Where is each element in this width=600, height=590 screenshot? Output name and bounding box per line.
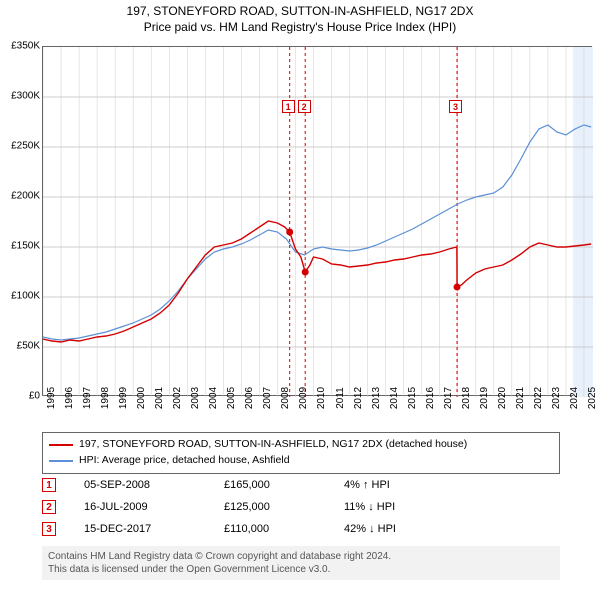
x-tick-label: 2020 <box>497 387 508 409</box>
event-row-1: 1 05-SEP-2008 £165,000 4% ↑ HPI <box>42 474 560 496</box>
x-tick-label: 2010 <box>316 387 327 409</box>
event-num-2: 2 <box>42 500 56 514</box>
legend-label-blue: HPI: Average price, detached house, Ashf… <box>79 453 290 469</box>
x-tick-label: 2022 <box>533 387 544 409</box>
x-tick-label: 2016 <box>425 387 436 409</box>
title-block: 197, STONEYFORD ROAD, SUTTON-IN-ASHFIELD… <box>0 0 600 37</box>
event-pct-2: 11% ↓ HPI <box>344 501 464 513</box>
event-num-1: 1 <box>42 478 56 492</box>
chart-container: 197, STONEYFORD ROAD, SUTTON-IN-ASHFIELD… <box>0 0 600 590</box>
footer-line-1: Contains HM Land Registry data © Crown c… <box>48 550 554 563</box>
x-tick-label: 1995 <box>46 387 57 409</box>
title-line-2: Price paid vs. HM Land Registry's House … <box>0 20 600 36</box>
legend-row-red: 197, STONEYFORD ROAD, SUTTON-IN-ASHFIELD… <box>49 437 553 453</box>
legend-swatch-blue <box>49 460 73 462</box>
x-tick-label: 1997 <box>82 387 93 409</box>
event-price-3: £110,000 <box>224 523 344 535</box>
y-tick-label: £300K <box>2 91 40 102</box>
x-tick-label: 2008 <box>280 387 291 409</box>
event-date-1: 05-SEP-2008 <box>84 479 224 491</box>
x-tick-label: 1998 <box>100 387 111 409</box>
event-marker-box: 1 <box>282 100 295 113</box>
x-tick-label: 2002 <box>172 387 183 409</box>
x-tick-label: 2019 <box>479 387 490 409</box>
event-date-3: 15-DEC-2017 <box>84 523 224 535</box>
events-table: 1 05-SEP-2008 £165,000 4% ↑ HPI 2 16-JUL… <box>42 474 560 540</box>
event-marker-box: 3 <box>449 100 462 113</box>
event-pct-3: 42% ↓ HPI <box>344 523 464 535</box>
y-tick-label: £100K <box>2 291 40 302</box>
x-tick-label: 2009 <box>298 387 309 409</box>
x-tick-label: 2000 <box>136 387 147 409</box>
legend-box: 197, STONEYFORD ROAD, SUTTON-IN-ASHFIELD… <box>42 432 560 474</box>
legend-label-red: 197, STONEYFORD ROAD, SUTTON-IN-ASHFIELD… <box>79 437 467 453</box>
x-tick-label: 2007 <box>262 387 273 409</box>
title-line-1: 197, STONEYFORD ROAD, SUTTON-IN-ASHFIELD… <box>0 4 600 20</box>
chart-svg <box>43 47 593 397</box>
legend-swatch-red <box>49 444 73 446</box>
y-tick-label: £50K <box>2 341 40 352</box>
event-price-1: £165,000 <box>224 479 344 491</box>
x-tick-label: 1999 <box>118 387 129 409</box>
y-tick-label: £250K <box>2 141 40 152</box>
y-tick-label: £350K <box>2 41 40 52</box>
event-price-2: £125,000 <box>224 501 344 513</box>
x-tick-label: 2012 <box>353 387 364 409</box>
x-tick-label: 2004 <box>208 387 219 409</box>
x-tick-label: 2005 <box>226 387 237 409</box>
event-row-2: 2 16-JUL-2009 £125,000 11% ↓ HPI <box>42 496 560 518</box>
x-tick-label: 2006 <box>244 387 255 409</box>
x-tick-label: 2015 <box>407 387 418 409</box>
x-tick-label: 2024 <box>569 387 580 409</box>
event-row-3: 3 15-DEC-2017 £110,000 42% ↓ HPI <box>42 518 560 540</box>
x-tick-label: 2001 <box>154 387 165 409</box>
x-tick-label: 1996 <box>64 387 75 409</box>
event-num-3: 3 <box>42 522 56 536</box>
x-tick-label: 2023 <box>551 387 562 409</box>
chart-plot-area <box>42 46 592 396</box>
x-tick-label: 2021 <box>515 387 526 409</box>
x-tick-label: 2003 <box>190 387 201 409</box>
x-tick-label: 2013 <box>371 387 382 409</box>
event-pct-1: 4% ↑ HPI <box>344 479 464 491</box>
x-tick-label: 2025 <box>587 387 598 409</box>
footer-line-2: This data is licensed under the Open Gov… <box>48 563 554 576</box>
event-date-2: 16-JUL-2009 <box>84 501 224 513</box>
y-tick-label: £150K <box>2 241 40 252</box>
legend-row-blue: HPI: Average price, detached house, Ashf… <box>49 453 553 469</box>
x-tick-label: 2014 <box>389 387 400 409</box>
license-footer: Contains HM Land Registry data © Crown c… <box>42 546 560 580</box>
y-tick-label: £0 <box>2 391 40 402</box>
y-tick-label: £200K <box>2 191 40 202</box>
event-marker-box: 2 <box>298 100 311 113</box>
x-tick-label: 2017 <box>443 387 454 409</box>
x-tick-label: 2011 <box>335 387 346 409</box>
x-tick-label: 2018 <box>461 387 472 409</box>
